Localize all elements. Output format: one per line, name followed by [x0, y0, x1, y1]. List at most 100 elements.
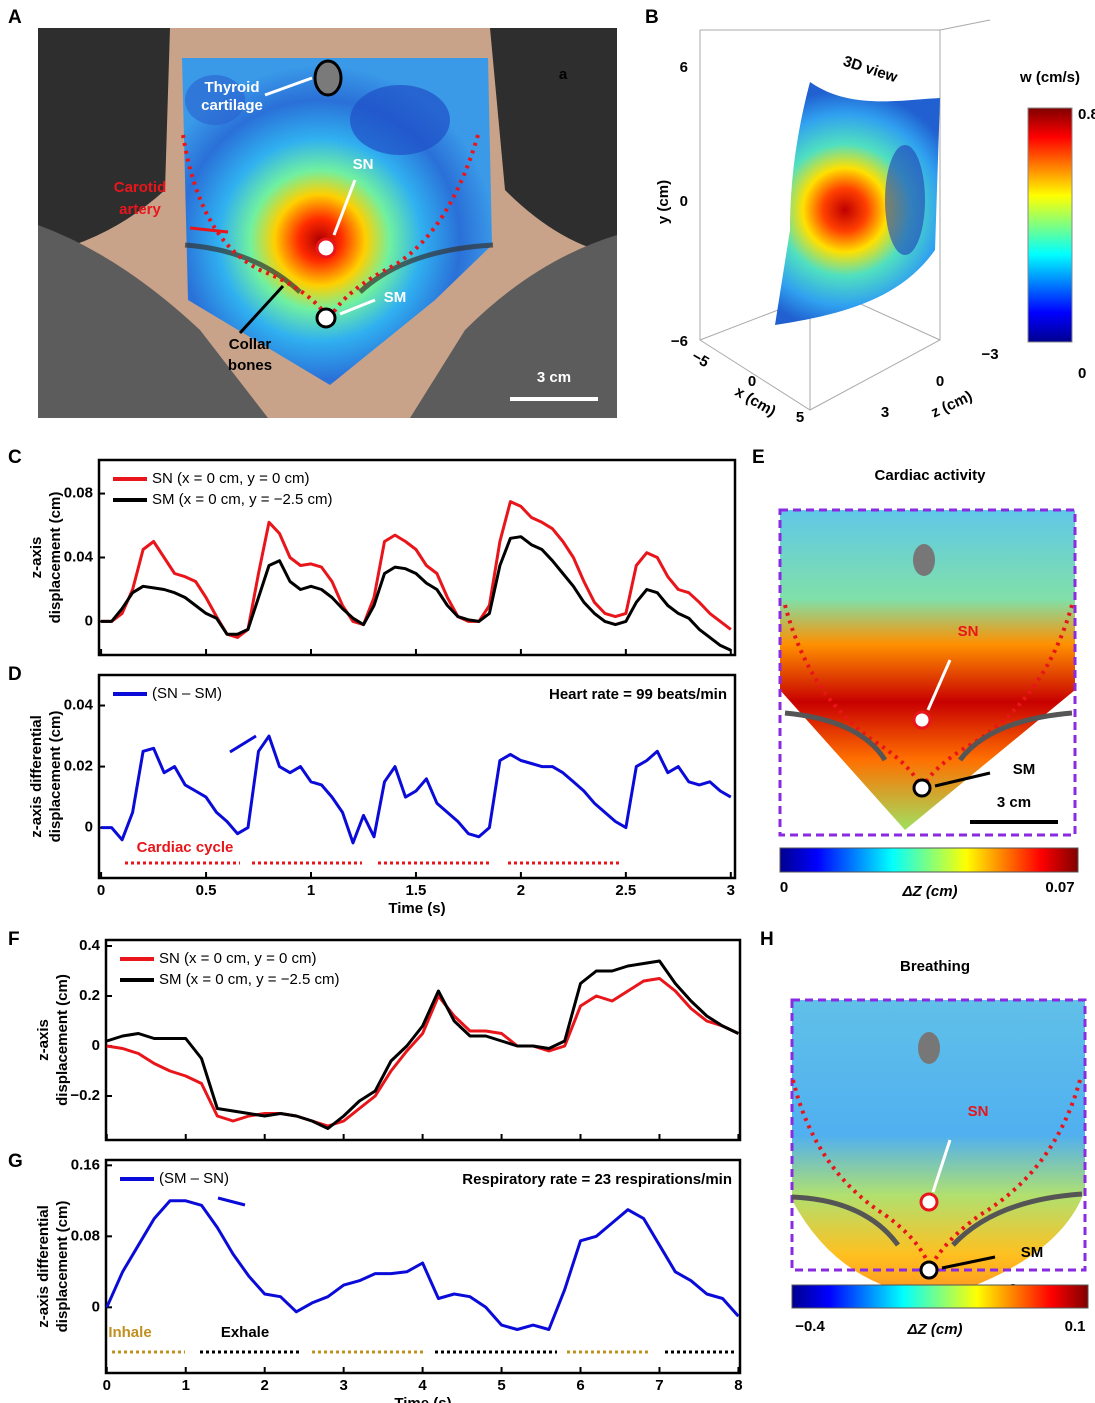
- colorbar: [791, 1284, 1089, 1309]
- label: SM: [1013, 761, 1036, 778]
- surface: [775, 82, 940, 325]
- arrow: [931, 1139, 952, 1193]
- panel-a: Thyroid cartilage Carotid artery SN SM C…: [38, 28, 617, 418]
- shirt: [410, 235, 617, 418]
- arrow: [332, 179, 357, 236]
- series-line: [106, 959, 740, 1130]
- x-tick-label: 6: [576, 1377, 584, 1394]
- arrow: [941, 1255, 996, 1270]
- y-tick-label: 0.04: [64, 548, 94, 565]
- arrow: [189, 226, 229, 234]
- y-axis-label: z-axis differential: [35, 1205, 52, 1328]
- carotid: [928, 1079, 1082, 1269]
- arrow: [339, 298, 376, 316]
- label: SM: [1021, 1244, 1044, 1261]
- series-line: [101, 500, 732, 639]
- y-axis-label: z-axis: [35, 1019, 52, 1061]
- x-axis-label: Time (s): [394, 1395, 451, 1403]
- x-tick-label: 4: [418, 1377, 427, 1394]
- panel-letter: C: [8, 447, 22, 468]
- axis-label: z (cm): [929, 388, 975, 422]
- legend-label: SM (x = 0 cm, y = −2.5 cm): [159, 971, 339, 988]
- arrow: [926, 659, 952, 711]
- y-tick-label: 0: [92, 1037, 100, 1054]
- x-tick-label: 7: [655, 1377, 663, 1394]
- x-tick-label: 3: [339, 1377, 347, 1394]
- panel-title: Cardiac activity: [875, 467, 987, 484]
- colorbar-tick: 0.07: [1045, 879, 1074, 896]
- panel-letter: H: [760, 929, 774, 950]
- tick-label: 0: [748, 373, 756, 390]
- carotid: [328, 134, 480, 319]
- label: a: [559, 66, 568, 83]
- collar-bone: [791, 1194, 901, 1247]
- collar-bone: [784, 710, 888, 762]
- legend-label: SN (x = 0 cm, y = 0 cm): [159, 950, 317, 967]
- colorbar-tick: 0.1: [1065, 1318, 1086, 1335]
- collar-bone: [958, 710, 1073, 762]
- tick-label: 0: [680, 193, 688, 210]
- annotation: Respiratory rate = 23 respirations/min: [462, 1171, 732, 1188]
- y-axis-label: displacement (cm): [54, 974, 71, 1106]
- y-tick-label: 0.4: [79, 937, 101, 954]
- panel-letter: E: [752, 447, 765, 468]
- x-tick-label: 2.5: [615, 882, 636, 899]
- tick-label: −3: [981, 346, 998, 363]
- legend-label: (SM – SN): [159, 1170, 229, 1187]
- x-tick-label: 0: [97, 882, 105, 899]
- x-tick-label: 0.5: [196, 882, 217, 899]
- annotation: Inhale: [108, 1324, 151, 1341]
- y-tick-label: 0: [85, 819, 93, 836]
- label: SN: [958, 623, 979, 640]
- plot-frame: [97, 458, 737, 657]
- label: 3 cm: [997, 794, 1031, 811]
- y-tick-label: 0.08: [71, 1227, 100, 1244]
- tick-label: 5: [796, 409, 804, 426]
- label: SM: [384, 289, 407, 306]
- arrow: [217, 1196, 246, 1207]
- label: 3D view: [841, 53, 900, 87]
- label: SN: [353, 156, 374, 173]
- panel-title: Breathing: [900, 958, 970, 975]
- tick-label: −5: [689, 348, 712, 371]
- series-line: [105, 1199, 740, 1331]
- y-tick-label: 0.08: [64, 485, 93, 502]
- label: Collar: [229, 336, 272, 353]
- colorbar-tick: 0: [780, 879, 788, 896]
- x-tick-label: 2: [517, 882, 525, 899]
- heatmap: [792, 1000, 1085, 1298]
- legend-label: (SN – SM): [152, 685, 222, 702]
- panel-letter: D: [8, 664, 22, 685]
- y-tick-label: 0.04: [64, 696, 94, 713]
- colorbar-tick: 0: [1078, 365, 1086, 382]
- x-tick-label: 3: [727, 882, 735, 899]
- x-axis-label: Time (s): [388, 900, 445, 917]
- axis-label: y (cm): [655, 180, 672, 224]
- tick-label: −6: [671, 333, 688, 350]
- y-axis-label: displacement (cm): [47, 492, 64, 624]
- x-tick-label: 1.5: [406, 882, 427, 899]
- thyroid-marker: [913, 544, 935, 576]
- tick-label: 6: [680, 59, 688, 76]
- shirt: [38, 225, 268, 418]
- heatmap: [780, 510, 1075, 830]
- x-tick-label: 8: [734, 1377, 742, 1394]
- panel-letter: A: [8, 7, 22, 28]
- y-tick-label: 0: [85, 612, 93, 629]
- tick-label: 0: [936, 373, 944, 390]
- sm-marker: [315, 307, 337, 329]
- thyroid-marker: [313, 59, 343, 97]
- collar-bone: [951, 1191, 1083, 1247]
- legend-label: SM (x = 0 cm, y = −2.5 cm): [152, 491, 332, 508]
- carotid: [783, 604, 924, 789]
- y-tick-label: 0.2: [79, 987, 100, 1004]
- y-tick-label: −0.2: [70, 1087, 100, 1104]
- panel-letter: B: [645, 7, 659, 28]
- x-tick-label: 0: [103, 1377, 111, 1394]
- label: SN: [968, 1103, 989, 1120]
- thyroid-marker: [918, 1032, 940, 1064]
- heat-blob: [885, 145, 925, 255]
- sn-marker: [919, 1192, 939, 1212]
- frame: [778, 508, 1077, 837]
